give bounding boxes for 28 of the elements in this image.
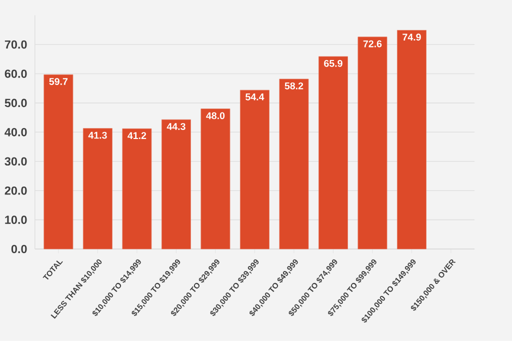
bar <box>240 90 270 250</box>
data-label: 48.0 <box>206 112 225 120</box>
data-label: 54.4 <box>246 94 264 100</box>
data-label: 58.2 <box>284 82 304 90</box>
y-tick-label: 40.0 <box>4 128 27 136</box>
y-tick-label: 20.0 <box>4 186 27 195</box>
bar <box>82 128 112 250</box>
y-tick-label: 30.0 <box>4 157 27 166</box>
data-label: 74.9 <box>402 34 421 41</box>
data-label: 72.6 <box>363 40 382 48</box>
y-tick-label: 50.0 <box>4 98 27 108</box>
bar <box>200 108 230 250</box>
bar <box>122 128 152 250</box>
data-label: 41.2 <box>128 132 146 140</box>
y-tick-label: 0.0 <box>11 244 27 254</box>
y-tick-label: 10.0 <box>5 216 27 224</box>
bar <box>318 56 348 250</box>
bar <box>279 78 309 250</box>
data-label: 44.3 <box>166 123 186 130</box>
data-label: 59.7 <box>49 78 68 86</box>
bar <box>397 30 426 250</box>
bar <box>161 119 191 250</box>
y-tick-label: 70.0 <box>4 40 27 49</box>
bar <box>358 36 388 250</box>
y-tick-label: 60.0 <box>4 70 27 78</box>
bar <box>44 74 74 250</box>
data-label: 41.3 <box>88 132 107 139</box>
data-label: 65.9 <box>324 60 342 67</box>
